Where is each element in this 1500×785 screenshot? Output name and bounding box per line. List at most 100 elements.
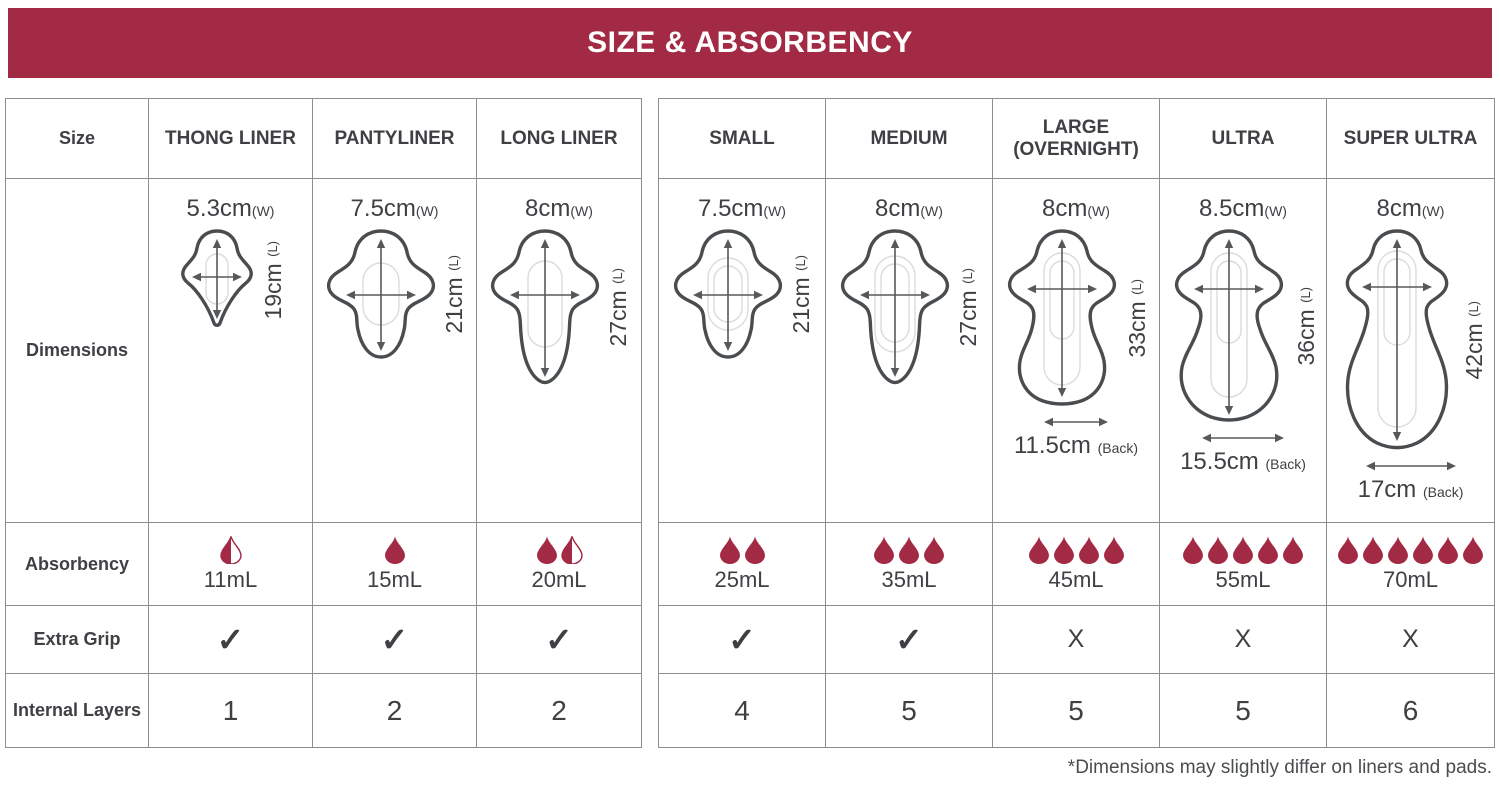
length-label: 19cm (L)	[259, 240, 286, 320]
droplet-icon	[744, 536, 765, 564]
column-header-long-liner: LONG LINER	[477, 99, 641, 179]
pad-shape-super-ultra-icon	[1345, 229, 1448, 450]
absorbency-cell-thong-liner: 11mL	[149, 523, 313, 606]
dimensions-cell-super-ultra: 8cm(W) 42cm (L) 17cm (Back)	[1327, 179, 1494, 523]
dimensions-cell-small: 7.5cm(W) 21cm (L)	[659, 179, 826, 523]
pad-shape-large-overnight-icon	[1007, 229, 1117, 406]
droplet-icon	[1208, 536, 1228, 564]
droplet-icon	[1283, 536, 1303, 564]
length-label: 21cm (L)	[440, 254, 467, 334]
row-label-internal-layers: Internal Layers	[6, 674, 149, 747]
back-width-arrow-icon	[1365, 461, 1456, 471]
column-header-small: SMALL	[659, 99, 826, 179]
dimensions-cell-thong-liner: 5.3cm(W) 19cm (L)	[149, 179, 313, 523]
internal-layers-cell-large-overnight: 5	[993, 674, 1160, 747]
width-label: 7.5cm(W)	[698, 195, 786, 222]
x-mark-icon: X	[1067, 625, 1085, 653]
droplet-icon	[1103, 536, 1124, 564]
x-mark-icon: X	[1402, 625, 1419, 653]
pad-shape-pantyliner-icon	[326, 229, 435, 359]
droplet-icon	[1413, 536, 1433, 564]
half-droplet-icon	[219, 536, 242, 564]
absorbency-value: 20mL	[531, 567, 587, 592]
half-droplet-icon	[560, 536, 583, 564]
dimensions-cell-ultra: 8.5cm(W) 36cm (L) 15.5cm (Back)	[1160, 179, 1327, 523]
absorbency-cell-small: 25mL	[659, 523, 826, 606]
droplet-icon	[1463, 536, 1483, 564]
droplet-icon	[1438, 536, 1458, 564]
internal-layers-cell-pantyliner: 2	[313, 674, 477, 747]
row-label-extra-grip: Extra Grip	[6, 606, 149, 674]
droplet-icon	[1258, 536, 1278, 564]
title-banner: SIZE & ABSORBENCY	[8, 8, 1492, 78]
pad-shape-medium-icon	[840, 229, 950, 385]
dimensions-disclaimer: *Dimensions may slightly differ on liner…	[1067, 757, 1492, 778]
internal-layers-cell-thong-liner: 1	[149, 674, 313, 747]
row-label-absorbency: Absorbency	[6, 523, 149, 606]
droplet-icon	[1028, 536, 1049, 564]
absorbency-cell-long-liner: 20mL	[477, 523, 641, 606]
absorbency-cell-large-overnight: 45mL	[993, 523, 1160, 606]
length-label: 21cm (L)	[788, 254, 814, 334]
droplet-icons	[219, 535, 242, 564]
extra-grip-cell-long-liner: ✓	[477, 606, 641, 674]
extra-grip-cell-super-ultra: X	[1327, 606, 1494, 674]
internal-layers-cell-medium: 5	[826, 674, 993, 747]
back-width-label: 11.5cm (Back)	[1013, 432, 1139, 459]
absorbency-value: 70mL	[1382, 567, 1439, 592]
absorbency-value: 15mL	[366, 567, 423, 592]
absorbency-value: 45mL	[1048, 567, 1104, 592]
internal-layers-cell-small: 4	[659, 674, 826, 747]
extra-grip-cell-pantyliner: ✓	[313, 606, 477, 674]
absorbency-value: 11mL	[203, 567, 258, 592]
droplet-icons	[536, 535, 583, 564]
liner-size-table: Size THONG LINER PANTYLINER LONG LINER D…	[5, 98, 642, 748]
absorbency-value: 35mL	[881, 567, 937, 592]
droplet-icons	[384, 535, 406, 564]
length-label: 42cm (L)	[1460, 300, 1487, 380]
row-label-size: Size	[6, 99, 149, 179]
pad-shape-thong-liner-icon	[180, 229, 253, 327]
extra-grip-cell-large-overnight: X	[993, 606, 1160, 674]
length-label: 27cm (L)	[605, 267, 631, 347]
column-header-thong-liner: THONG LINER	[149, 99, 313, 179]
extra-grip-cell-medium: ✓	[826, 606, 993, 674]
length-label: 27cm (L)	[955, 267, 981, 347]
checkmark-icon: ✓	[216, 621, 245, 658]
back-width-label: 15.5cm (Back)	[1180, 448, 1306, 475]
droplet-icon	[719, 536, 740, 564]
checkmark-icon: ✓	[545, 621, 573, 658]
width-label: 8cm(W)	[875, 195, 943, 222]
dimensions-cell-long-liner: 8cm(W) 27cm (L)	[477, 179, 641, 523]
droplet-icon	[1363, 536, 1383, 564]
absorbency-cell-ultra: 55mL	[1160, 523, 1327, 606]
comparison-tables: Size THONG LINER PANTYLINER LONG LINER D…	[5, 98, 1495, 748]
dimensions-cell-medium: 8cm(W) 27cm (L)	[826, 179, 993, 523]
column-header-super-ultra: SUPER ULTRA	[1327, 99, 1494, 179]
back-width-arrow-icon	[1043, 417, 1108, 427]
length-label: 36cm (L)	[1293, 286, 1319, 366]
droplet-icon	[1078, 536, 1099, 564]
width-label: 8cm(W)	[1376, 195, 1445, 222]
droplet-icon	[1053, 536, 1074, 564]
dimensions-cell-large-overnight: 8cm(W) 33cm (L) 11.5cm (Back)	[993, 179, 1160, 523]
droplet-icons	[719, 535, 766, 564]
droplet-icons	[1028, 535, 1125, 564]
droplet-icon	[899, 536, 919, 564]
droplet-icon	[536, 536, 557, 564]
width-label: 8.5cm(W)	[1199, 195, 1287, 222]
checkmark-icon: ✓	[380, 621, 409, 658]
column-header-pantyliner: PANTYLINER	[313, 99, 477, 179]
droplet-icons	[873, 535, 945, 564]
page-title: SIZE & ABSORBENCY	[587, 26, 913, 59]
extra-grip-cell-ultra: X	[1160, 606, 1327, 674]
row-label-dimensions: Dimensions	[6, 179, 149, 523]
width-label: 7.5cm(W)	[350, 195, 439, 222]
pad-shape-long-liner-icon	[490, 229, 600, 385]
width-label: 8cm(W)	[525, 195, 593, 222]
checkmark-icon: ✓	[728, 621, 756, 658]
checkmark-icon: ✓	[895, 621, 923, 658]
pad-shape-ultra-icon	[1174, 229, 1284, 422]
internal-layers-cell-long-liner: 2	[551, 694, 567, 726]
back-width-label: 17cm (Back)	[1357, 476, 1464, 503]
